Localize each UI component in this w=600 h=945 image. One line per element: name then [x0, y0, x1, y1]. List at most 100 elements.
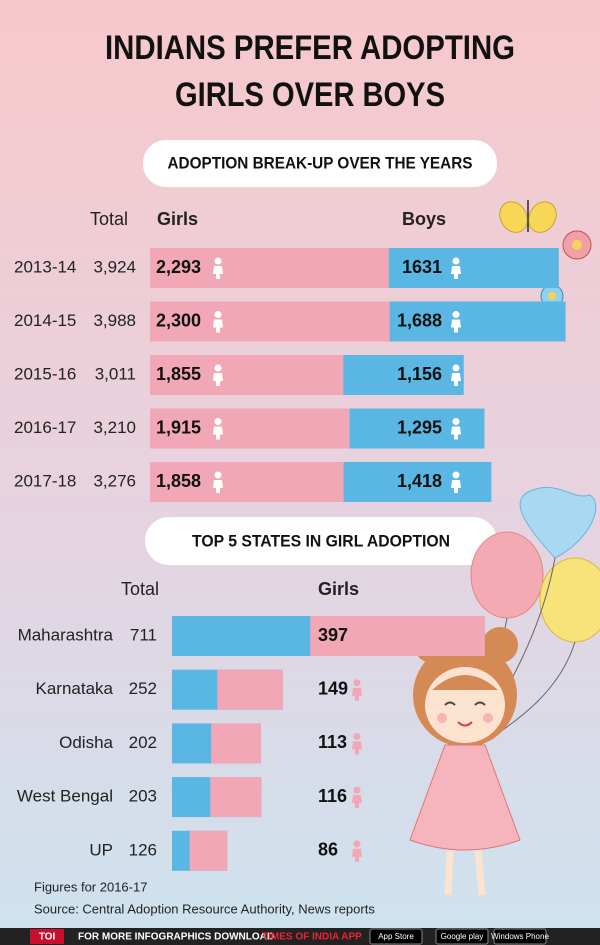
icon-body — [352, 795, 362, 809]
title-line: GIRLS OVER BOYS — [175, 76, 445, 114]
icon-head — [452, 311, 460, 318]
girls-bar — [211, 723, 261, 764]
total-label: 711 — [130, 625, 157, 644]
value-label: 113 — [318, 732, 347, 752]
category-label: West Bengal — [17, 787, 113, 806]
total-label: 3,276 — [93, 471, 136, 490]
bar-segment — [349, 408, 485, 449]
brand-box — [30, 929, 64, 944]
icon-body — [213, 266, 223, 279]
store-badge — [493, 928, 547, 945]
value-label: 2,293 — [156, 257, 201, 277]
person-icon — [352, 840, 362, 862]
bar-segment — [388, 248, 559, 288]
person-icon — [213, 471, 223, 493]
icon-head — [452, 418, 460, 425]
value-label: 397 — [318, 625, 348, 645]
icon-head — [353, 625, 361, 633]
value-label: 1,156 — [397, 364, 442, 384]
girl-illustration — [409, 627, 521, 896]
person-icon — [451, 471, 461, 493]
section-pill — [145, 517, 497, 565]
icon-head — [214, 364, 222, 372]
value-label: 86 — [318, 840, 338, 860]
icon-head — [214, 471, 222, 479]
icon-body — [352, 687, 362, 701]
legend-label: Girls — [157, 209, 198, 229]
value-label: 1,855 — [156, 364, 201, 384]
girls-bar — [189, 830, 228, 871]
value-label: 1631 — [402, 257, 442, 277]
section-title: TOP 5 STATES IN GIRL ADOPTION — [192, 531, 450, 550]
icon-head — [353, 840, 361, 848]
store-badge — [369, 928, 423, 945]
icon-head — [214, 257, 222, 265]
icon-body — [213, 480, 223, 493]
category-label: 2016-17 — [14, 418, 76, 437]
icon-head — [452, 471, 460, 479]
category-label: 2015-16 — [14, 364, 76, 383]
value-label: 1,858 — [156, 471, 201, 491]
person-icon — [213, 418, 223, 440]
icon-body — [213, 373, 223, 386]
value-label: 149 — [318, 678, 348, 698]
category-label: Odisha — [59, 733, 113, 752]
brand: TOI — [39, 932, 56, 943]
bar-segment — [150, 248, 389, 288]
section-pill — [143, 140, 497, 187]
flower — [562, 230, 592, 260]
girls-bar — [310, 616, 485, 656]
bar-segment — [150, 301, 390, 342]
value-label: 1,915 — [156, 417, 201, 437]
badges: App Store Google play Windows Phone — [369, 928, 549, 945]
total-label: 203 — [129, 787, 157, 806]
footer-app: TIMES OF INDIA APP — [262, 932, 362, 943]
icon-head — [452, 257, 460, 265]
bar-segment — [150, 408, 350, 449]
category-label: 2013-14 — [14, 257, 76, 276]
title-line: INDIANS PREFER ADOPTING — [105, 29, 515, 67]
person-icon — [352, 786, 362, 809]
total-label: 3,988 — [93, 311, 136, 330]
icon-head — [214, 311, 222, 318]
store-badge-label: Google play — [441, 932, 484, 941]
value-label: 1,418 — [397, 471, 442, 491]
store-badge-label: App Store — [378, 932, 414, 941]
icon-body — [213, 426, 223, 440]
person-icon — [352, 679, 362, 701]
total-label: 3,210 — [93, 418, 136, 437]
note: Figures for 2016-17 — [34, 879, 147, 894]
girls-bar — [210, 777, 262, 818]
total-label: 126 — [129, 840, 157, 859]
value-label: 1,295 — [397, 417, 442, 437]
total-label: 202 — [129, 733, 157, 752]
icon-head — [452, 364, 460, 372]
bar-segment — [389, 301, 566, 342]
store-badge-label: Windows Phone — [491, 932, 549, 941]
icon-head — [353, 679, 361, 687]
icon-body — [451, 266, 461, 279]
icon-head — [353, 786, 361, 794]
person-icon — [213, 257, 223, 279]
total-label: 3,011 — [95, 364, 136, 383]
person-icon — [451, 364, 461, 386]
icon-body — [451, 319, 461, 333]
icon-body — [451, 426, 461, 440]
person-icon — [352, 732, 362, 755]
bar-segment — [150, 355, 344, 395]
icon-body — [451, 480, 461, 493]
person-icon — [213, 364, 223, 386]
total-label: 3,924 — [93, 257, 136, 276]
total-label: 252 — [129, 679, 157, 698]
category-label: 2014-15 — [14, 311, 76, 330]
person-icon — [451, 257, 461, 279]
bar-segment — [343, 355, 464, 395]
icon-body — [352, 741, 362, 755]
category-label: UP — [89, 840, 113, 859]
icon-body — [352, 634, 362, 647]
footer-text: FOR MORE INFOGRAPHICS DOWNLOAD — [78, 932, 274, 943]
value-label: 116 — [318, 786, 347, 806]
icon-body — [451, 373, 461, 386]
girls-bar — [217, 669, 283, 710]
bar-segment — [150, 462, 344, 502]
